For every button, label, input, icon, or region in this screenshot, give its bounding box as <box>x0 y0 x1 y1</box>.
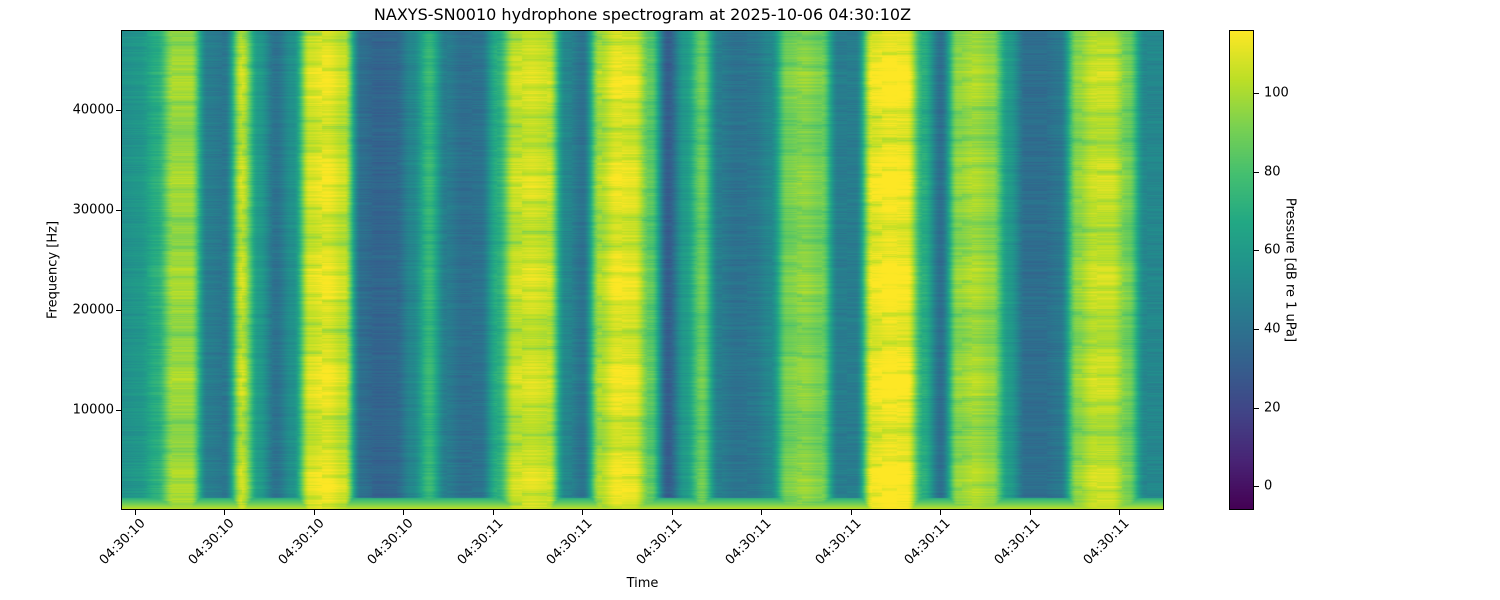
spectrogram-image <box>122 31 1163 509</box>
x-tick-mark <box>135 510 136 515</box>
colorbar-gradient <box>1230 31 1253 509</box>
x-tick-label: 04:30:11 <box>901 516 954 568</box>
colorbar-tick-mark <box>1254 92 1259 94</box>
x-tick-label: 04:30:10 <box>365 516 417 568</box>
x-tick-mark <box>761 510 763 515</box>
y-tick-label: 10000 <box>72 402 114 418</box>
colorbar-tick-label: 80 <box>1264 164 1281 180</box>
colorbar-tick-mark <box>1254 250 1259 252</box>
x-tick-label: 04:30:11 <box>633 516 686 568</box>
y-tick-mark <box>116 310 121 311</box>
y-tick-label: 40000 <box>72 102 114 118</box>
spectrogram-plot-area <box>121 30 1164 510</box>
x-tick-mark <box>492 510 494 515</box>
y-tick-mark <box>116 410 121 411</box>
colorbar-tick-label: 40 <box>1264 321 1281 337</box>
x-tick-mark <box>582 510 584 515</box>
x-tick-label: 04:30:11 <box>722 516 775 568</box>
colorbar-label: Pressure [dB re 1 uPa] <box>1282 197 1298 343</box>
x-tick-label: 04:30:11 <box>543 516 596 568</box>
x-tick-label: 04:30:11 <box>991 516 1044 568</box>
colorbar-tick-label: 60 <box>1264 242 1281 258</box>
x-tick-label: 04:30:10 <box>275 516 328 568</box>
colorbar-tick-label: 20 <box>1264 400 1281 416</box>
colorbar-tick-label: 100 <box>1264 85 1289 101</box>
x-tick-mark <box>313 510 315 515</box>
x-tick-mark <box>1029 510 1031 515</box>
x-tick-label: 04:30:11 <box>812 516 865 568</box>
colorbar-tick-mark <box>1254 329 1259 331</box>
colorbar <box>1229 30 1254 510</box>
x-tick-mark <box>850 510 852 515</box>
y-tick-label: 30000 <box>72 202 114 218</box>
x-tick-label: 04:30:10 <box>96 516 149 568</box>
x-axis-label: Time <box>626 576 659 591</box>
x-tick-mark <box>671 510 673 515</box>
x-tick-label: 04:30:10 <box>186 516 239 568</box>
colorbar-tick-label: 0 <box>1264 478 1273 494</box>
colorbar-tick-mark <box>1254 407 1259 409</box>
x-tick-label: 04:30:11 <box>454 516 507 568</box>
y-tick-mark <box>116 210 121 211</box>
x-tick-label: 04:30:11 <box>1080 516 1133 568</box>
colorbar-tick-mark <box>1254 171 1259 173</box>
x-tick-mark <box>940 510 942 515</box>
x-tick-mark <box>1118 510 1120 515</box>
x-tick-mark <box>224 510 226 515</box>
y-tick-mark <box>116 110 121 111</box>
x-tick-mark <box>403 510 405 515</box>
chart-title: NAXYS-SN0010 hydrophone spectrogram at 2… <box>373 5 912 24</box>
y-tick-label: 20000 <box>72 302 114 318</box>
colorbar-tick-mark <box>1254 486 1259 488</box>
y-axis-label: Frequency [Hz] <box>45 220 61 320</box>
